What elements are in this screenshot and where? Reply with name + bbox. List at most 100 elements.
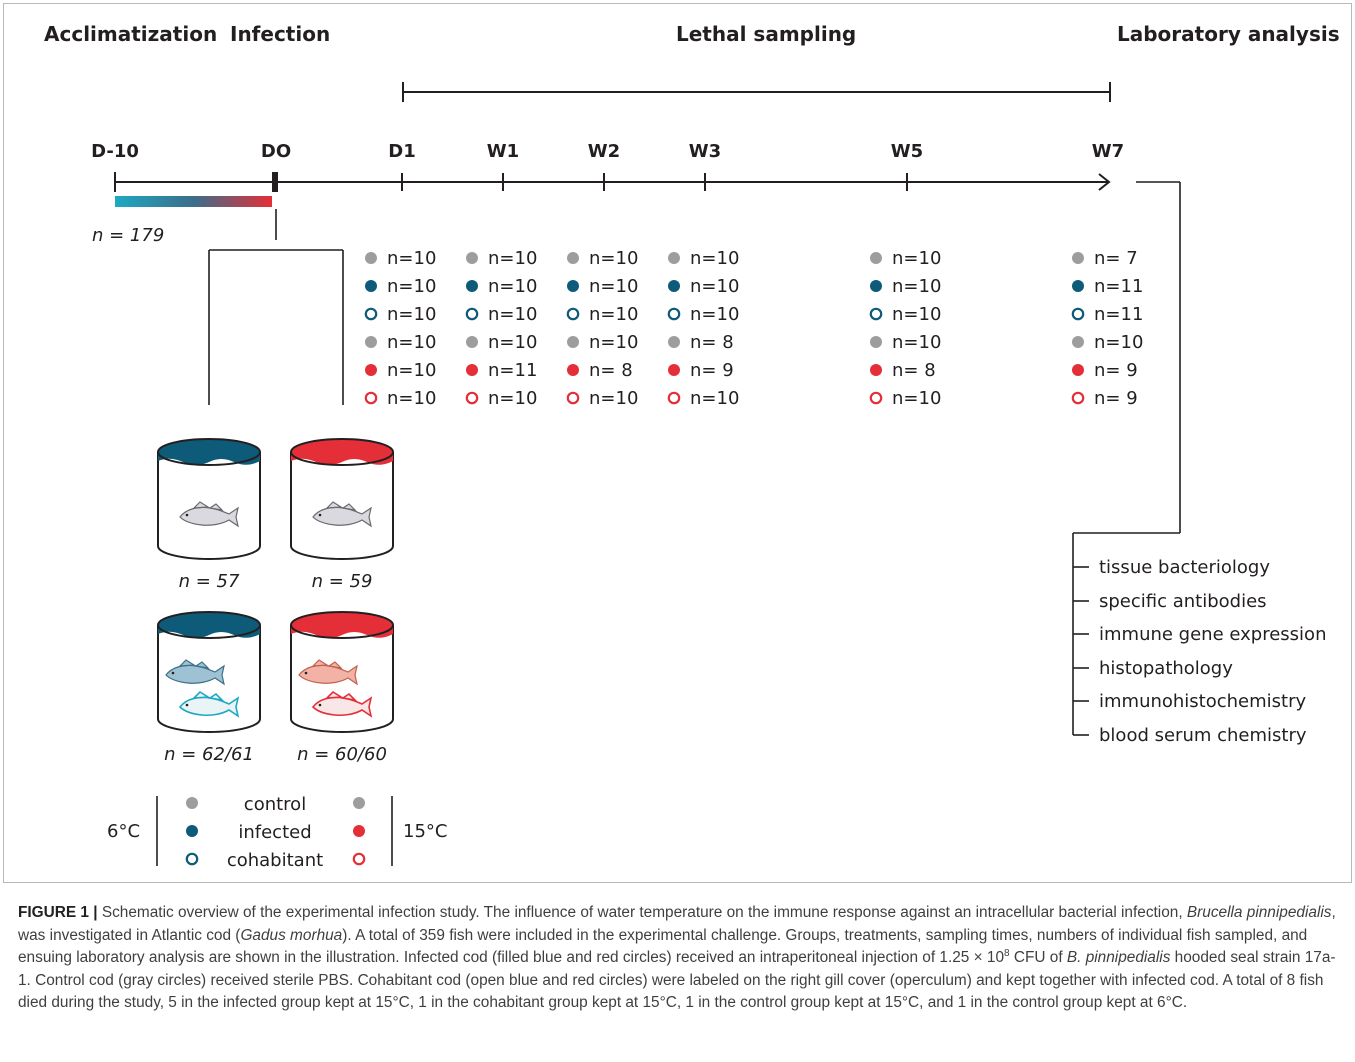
caption-text: , was investigated in Atlantic cod ( — [18, 904, 1336, 944]
phase-lethal-sampling: Lethal sampling — [676, 22, 856, 46]
phase-laboratory-analysis: Laboratory analysis — [1117, 22, 1340, 46]
control-15c-marker — [466, 336, 478, 348]
analysis-item: specific antibodies — [1099, 591, 1267, 612]
control-15c-marker — [567, 336, 579, 348]
tank-15c-infected-cohabitant: n = 60/60 — [290, 611, 394, 765]
analysis-item: immunohistochemistry — [1099, 691, 1307, 712]
cod-fish-icon — [312, 501, 372, 527]
count-label: n=10 — [589, 304, 638, 325]
control-15c-marker — [1072, 336, 1084, 348]
cohabitant-6c-marker — [465, 307, 479, 321]
control-6c-marker — [466, 252, 478, 264]
cohabitant-15c-marker — [364, 391, 378, 405]
timepoint-label: D-10 — [91, 141, 139, 162]
timeline-axis — [114, 172, 1111, 192]
species-name: Brucella pinnipedialis — [1186, 904, 1332, 921]
count-label: n= 8 — [589, 360, 633, 381]
sampling-column-w5: n=10 n=10 n=10 n=10 n= 8 n=10 — [869, 248, 941, 409]
legend-label-infected: infected — [238, 822, 311, 843]
analysis-item: blood serum chemistry — [1099, 725, 1307, 746]
infected-6c-marker — [1072, 280, 1084, 292]
sampling-column-w3: n=10 n=10 n=10 n= 8 n= 9 n=10 — [667, 248, 739, 409]
count-label: n=10 — [488, 248, 537, 269]
count-label: n=10 — [589, 332, 638, 353]
count-label: n= 7 — [1094, 248, 1138, 269]
count-label: n= 8 — [892, 360, 936, 381]
control-6c-marker — [365, 252, 377, 264]
cohabitant-15c-marker — [869, 391, 883, 405]
acclimatization-gradient-bar — [115, 196, 272, 207]
count-label: n=10 — [1094, 332, 1143, 353]
infected-15c-marker — [365, 364, 377, 376]
sampling-column-d1: n=10 n=10 n=10 n=10 n=10 n=10 — [364, 248, 436, 409]
infected-6c-marker — [567, 280, 579, 292]
timepoint-label: W5 — [891, 141, 923, 162]
tank-count: n = 62/61 — [164, 744, 254, 765]
count-label: n=10 — [488, 304, 537, 325]
sampling-column-w1: n=10 n=10 n=10 n=10 n=11 n=10 — [465, 248, 537, 409]
infected-6c-marker — [668, 280, 680, 292]
count-label: n=11 — [1094, 304, 1143, 325]
count-label: n=11 — [488, 360, 537, 381]
sampling-table: n=10 n=10 n=10 n=10 n=10 n=10 n=10 n=10 … — [364, 248, 1143, 409]
cohabitant-15c-marker — [566, 391, 580, 405]
count-label: n=10 — [387, 304, 436, 325]
cohabitant-15c-marker — [667, 391, 681, 405]
count-label: n=10 — [589, 276, 638, 297]
caption-text: CFU of — [1009, 949, 1067, 966]
count-label: n=10 — [892, 304, 941, 325]
tank-6c-infected-cohabitant: n = 62/61 — [157, 611, 261, 765]
legend-infected-6c-marker — [186, 825, 198, 837]
infected-6c-marker — [870, 280, 882, 292]
caption-text: ). A total of 359 fish were included in … — [18, 926, 1308, 967]
count-label: n=10 — [488, 276, 537, 297]
legend-label-control: control — [244, 794, 306, 815]
count-label: n=10 — [387, 276, 436, 297]
infection-day-marker — [272, 172, 278, 192]
caption-text: hooded seal strain 17a-1. Control cod (g… — [18, 949, 1336, 1011]
tank-6c-control: n = 57 — [157, 438, 261, 592]
count-label: n= 9 — [1094, 360, 1138, 381]
control-6c-marker — [668, 252, 680, 264]
control-6c-marker — [1072, 252, 1084, 264]
tank-15c-control: n = 59 — [290, 438, 394, 592]
cod-fish-icon — [179, 501, 239, 527]
count-label: n=10 — [387, 360, 436, 381]
figure-frame — [3, 3, 1352, 883]
infected-15c-marker — [567, 364, 579, 376]
sampling-column-w7: n= 7 n=11 n=11 n=10 n= 9 n= 9 — [1071, 248, 1143, 409]
cod-fish-icon — [298, 659, 358, 685]
timepoint-label: W3 — [689, 141, 721, 162]
sampling-column-w2: n=10 n=10 n=10 n=10 n= 8 n=10 — [566, 248, 638, 409]
lethal-sampling-bracket — [402, 82, 1111, 102]
cohabitant-6c-marker — [1071, 307, 1085, 321]
figure-caption: FIGURE 1 | Schematic overview of the exp… — [18, 902, 1340, 1015]
study-schematic: Acclimatization Infection Lethal samplin… — [44, 22, 1340, 871]
count-label: n=10 — [892, 248, 941, 269]
count-label: n= 8 — [690, 332, 734, 353]
cohabitant-15c-marker — [1071, 391, 1085, 405]
phase-acclimatization: Acclimatization — [44, 22, 217, 46]
legend-label-cohabitant: cohabitant — [227, 850, 323, 871]
infected-6c-marker — [466, 280, 478, 292]
control-15c-marker — [870, 336, 882, 348]
legend-temp-6c: 6°C — [107, 821, 140, 842]
cod-fish-icon — [312, 691, 372, 717]
count-label: n= 9 — [690, 360, 734, 381]
analysis-item: histopathology — [1099, 658, 1233, 679]
acclimatization-count: n = 179 — [92, 225, 164, 246]
legend-infected-15c-marker — [353, 825, 365, 837]
count-label: n=10 — [690, 276, 739, 297]
infected-15c-marker — [1072, 364, 1084, 376]
legend: 6°C 15°C control infected cohabitant — [107, 794, 447, 871]
count-label: n=10 — [387, 332, 436, 353]
control-15c-marker — [668, 336, 680, 348]
cod-fish-icon — [179, 691, 239, 717]
count-label: n=10 — [589, 248, 638, 269]
timepoint-label: DO — [261, 141, 291, 162]
analysis-item: immune gene expression — [1099, 624, 1326, 645]
cohabitant-6c-marker — [364, 307, 378, 321]
control-6c-marker — [567, 252, 579, 264]
legend-control-6c-marker — [186, 797, 198, 809]
legend-cohabitant-6c-marker — [185, 852, 199, 866]
